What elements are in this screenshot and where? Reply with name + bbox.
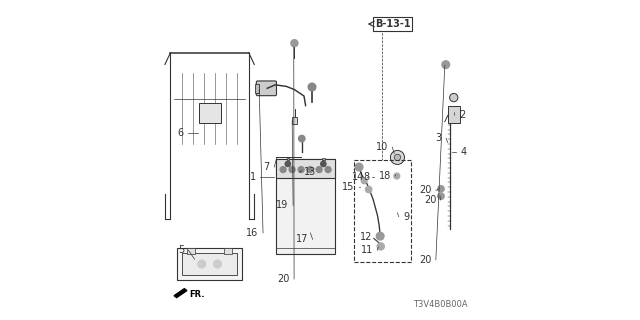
Circle shape — [438, 186, 444, 192]
Text: 8: 8 — [364, 172, 370, 182]
Circle shape — [365, 186, 372, 193]
Circle shape — [376, 232, 384, 240]
Text: 4: 4 — [461, 147, 467, 157]
Text: 5: 5 — [178, 245, 184, 255]
Circle shape — [442, 61, 449, 68]
Text: 12: 12 — [360, 232, 372, 243]
Text: T3V4B0B00A: T3V4B0B00A — [413, 300, 467, 309]
Text: 20: 20 — [424, 195, 436, 205]
Text: 17: 17 — [296, 234, 308, 244]
Text: 20: 20 — [419, 185, 431, 196]
Text: 1: 1 — [250, 172, 256, 182]
Bar — [224, 248, 232, 254]
Text: 3: 3 — [435, 133, 442, 143]
Bar — [276, 159, 335, 253]
Text: 9: 9 — [403, 212, 410, 222]
Bar — [448, 106, 460, 123]
Circle shape — [321, 161, 326, 167]
Text: 6: 6 — [178, 128, 184, 138]
Circle shape — [378, 243, 384, 250]
Text: 2: 2 — [460, 110, 465, 120]
Circle shape — [361, 178, 367, 184]
FancyBboxPatch shape — [256, 81, 276, 96]
Bar — [292, 117, 297, 124]
Circle shape — [214, 260, 221, 268]
Bar — [287, 158, 289, 160]
Bar — [177, 248, 243, 280]
Circle shape — [285, 161, 291, 167]
Text: 13: 13 — [304, 167, 316, 177]
Text: B-13-1: B-13-1 — [375, 19, 411, 29]
Circle shape — [291, 40, 298, 47]
Circle shape — [325, 167, 331, 172]
Circle shape — [307, 167, 313, 172]
Circle shape — [449, 93, 458, 102]
Text: 7: 7 — [264, 162, 270, 172]
Circle shape — [298, 135, 305, 142]
Text: 14: 14 — [352, 172, 364, 182]
Text: FR.: FR. — [189, 290, 205, 299]
Bar — [255, 84, 259, 93]
Circle shape — [308, 83, 316, 91]
Circle shape — [355, 163, 363, 171]
Text: 19: 19 — [276, 200, 289, 211]
Circle shape — [316, 167, 322, 172]
Polygon shape — [174, 289, 187, 298]
Circle shape — [390, 150, 404, 164]
Text: 16: 16 — [246, 228, 259, 238]
Circle shape — [298, 167, 304, 172]
Circle shape — [394, 154, 401, 161]
Text: 20: 20 — [277, 274, 290, 284]
Bar — [322, 158, 324, 160]
Bar — [188, 248, 195, 254]
Text: 11: 11 — [360, 245, 372, 255]
Bar — [198, 103, 221, 123]
Circle shape — [280, 167, 286, 172]
Text: 20: 20 — [419, 255, 431, 265]
Text: 15: 15 — [342, 182, 355, 192]
Bar — [354, 160, 412, 262]
Bar — [276, 159, 335, 178]
Bar — [182, 253, 237, 275]
Circle shape — [198, 260, 205, 268]
Circle shape — [438, 193, 444, 199]
Text: 10: 10 — [376, 142, 388, 152]
Circle shape — [394, 173, 400, 179]
Circle shape — [289, 167, 295, 172]
Text: 18: 18 — [379, 171, 391, 181]
